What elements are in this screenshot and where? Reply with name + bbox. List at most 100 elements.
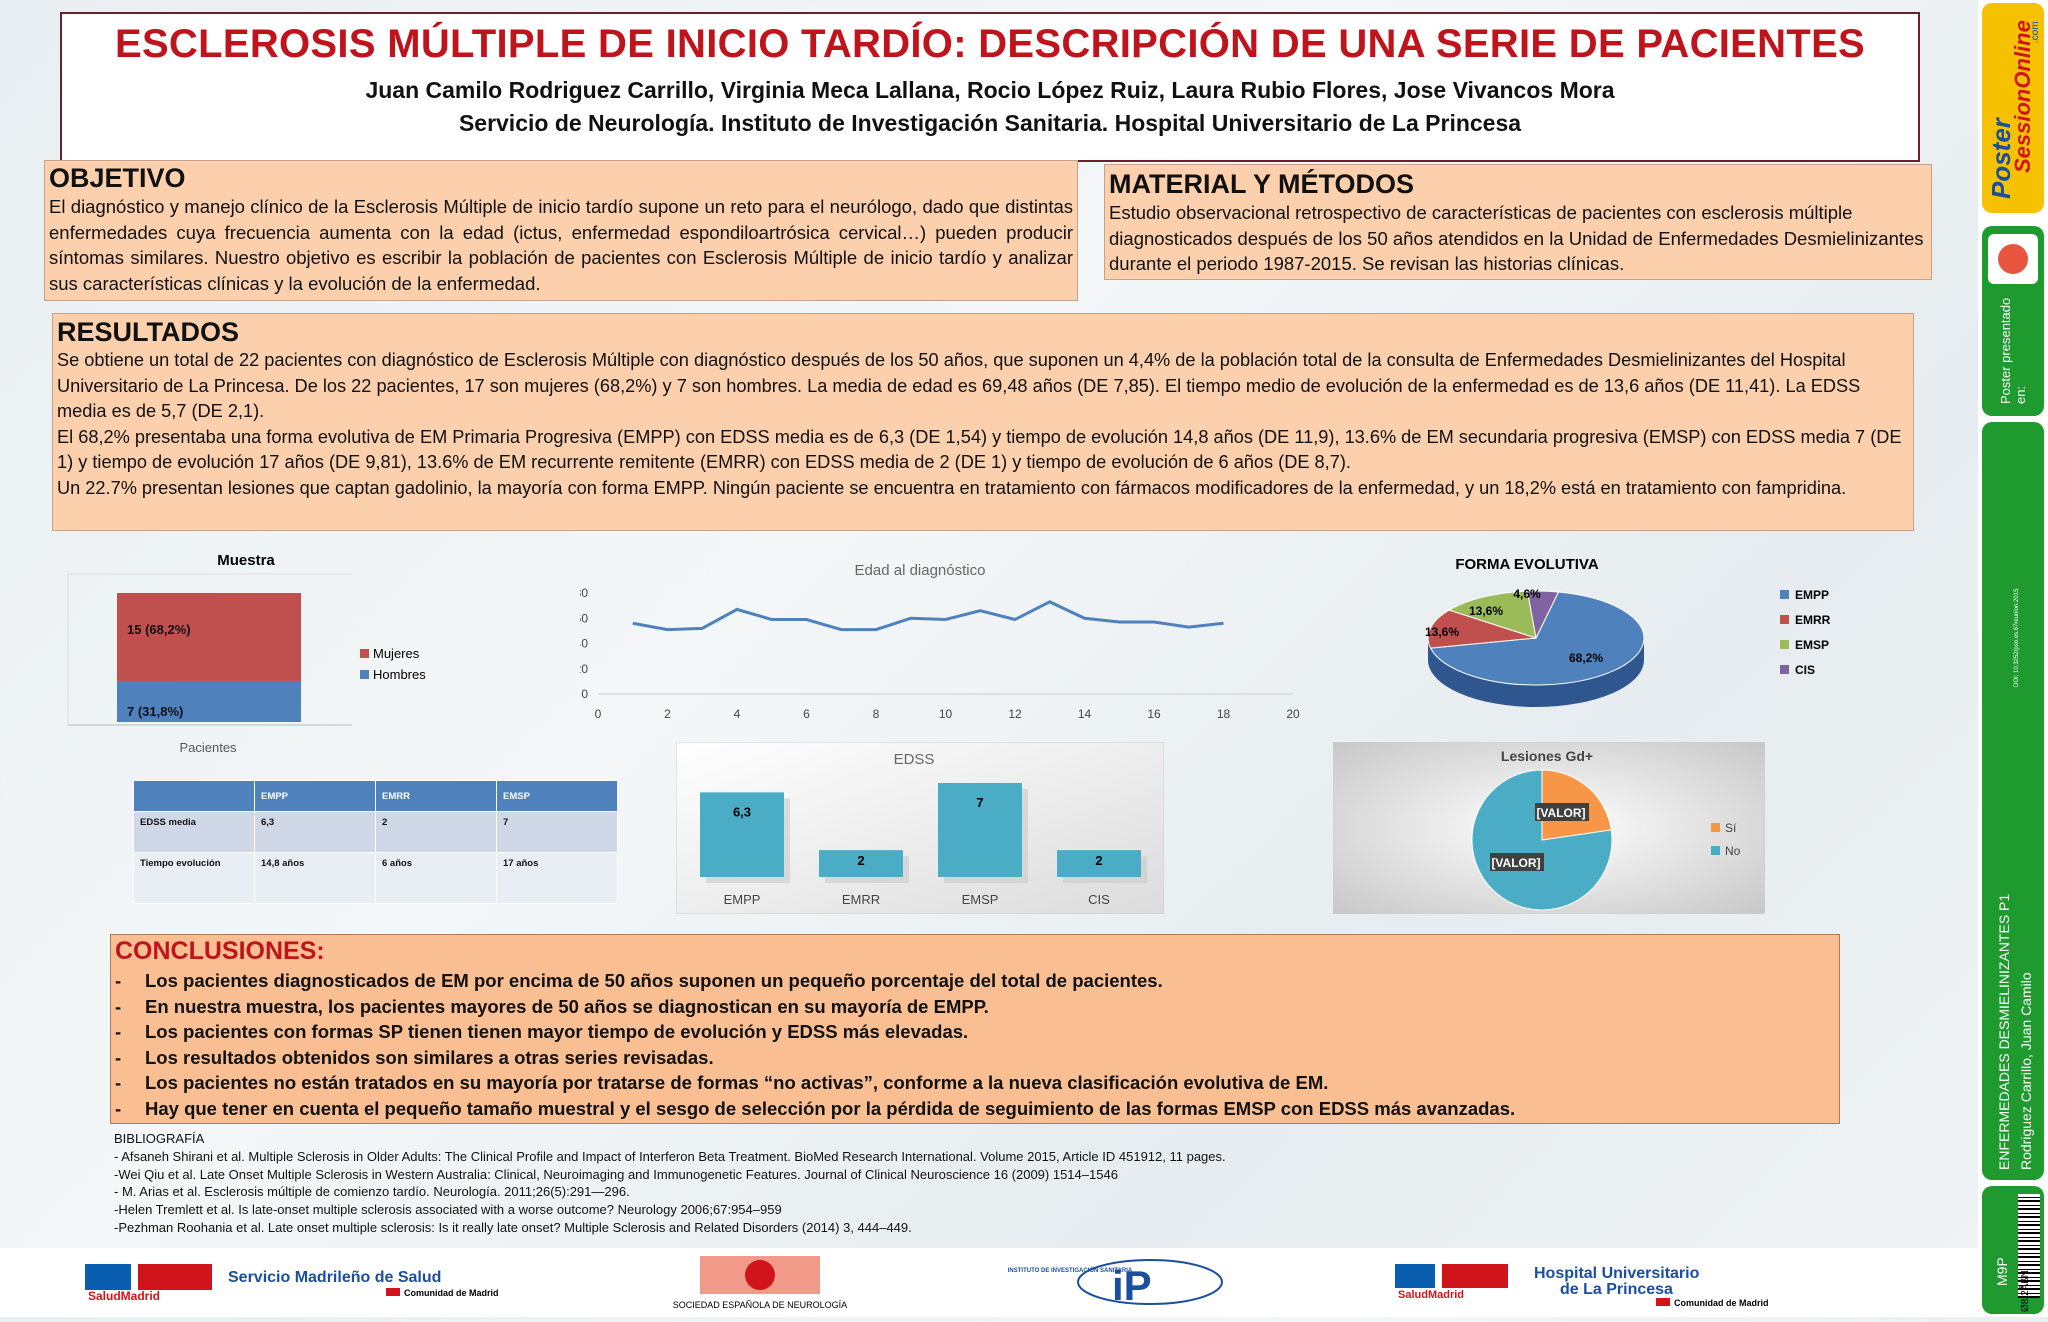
table-cell: 6 años (375, 852, 497, 904)
forma-slice-label: 13,6% (1425, 625, 1459, 639)
edad-ytick: 60 (580, 611, 588, 625)
code-block: M9P Ø8/2ÅßN (1982, 1186, 2044, 1314)
edad-ytick: 0 (581, 687, 588, 701)
table-cell: 7 (496, 811, 618, 853)
poster-authors: Juan Camilo Rodriguez Carrillo, Virginia… (365, 77, 1615, 103)
lesiones-legend-swatch (1711, 823, 1720, 832)
forma-slice-empp (1429, 591, 1645, 686)
logo1-name: Servicio Madrileño de Salud (228, 1269, 441, 1286)
bibliografia-item: - Afsaneh Shirani et al. Multiple Sclero… (114, 1148, 1226, 1164)
resultados-p2: El 68,2% presentaba una forma evolutiva … (57, 426, 1902, 473)
logo1-sub: SaludMadrid (88, 1289, 160, 1303)
list-item: - Los pacientes con formas SP tienen tien… (115, 1019, 1835, 1045)
objetivo-text: El diagnóstico y manejo clínico de la Es… (49, 196, 1073, 294)
footer-logos: SaludMadrid Servicio Madrileño de Salud … (0, 1248, 1978, 1317)
forma-slice-label: 4,6% (1513, 587, 1541, 601)
muestra-bar-hombres (117, 680, 301, 722)
table-header-cell: EMPP (254, 780, 376, 812)
logo1-cm: Comunidad de Madrid (404, 1288, 499, 1298)
forma-legend-swatch (1780, 590, 1789, 599)
edad-xtick: 2 (664, 707, 671, 721)
list-dash: - (115, 970, 122, 991)
table-header-cell: EMSP (496, 780, 618, 812)
table-cell: EDSS media (133, 811, 255, 853)
edad-series-line (632, 600, 1224, 632)
muestra-chart: Muestra 7 (31,8%) 15 (68,2%) Mujeres Homb… (67, 552, 426, 755)
forma-legend-label: EMPP (1795, 588, 1829, 602)
forma-legend-label: CIS (1795, 663, 1815, 677)
edss-bar-emsp (938, 783, 1022, 877)
resultados-section: RESULTADOS Se obtiene un total de 22 pac… (52, 313, 1914, 531)
poster-session-brand: Poster SessionOnline .com (1982, 3, 2044, 213)
list-item-text: Hay que tener en cuenta el pequeño tamañ… (145, 1097, 1516, 1119)
cm-flag-2 (1656, 1298, 1670, 1306)
logo-sen: SOCIEDAD ESPAÑOLA DE NEUROLOGÍA (673, 1256, 847, 1310)
hospital-m-mark (1442, 1264, 1508, 1288)
footer-logo-svg: SaludMadrid Servicio Madrileño de Salud … (85, 1256, 1769, 1310)
forma-slice-cis (1526, 590, 1560, 640)
list-item-text: Los resultados obtenidos son similares a… (145, 1046, 714, 1068)
category-text: ENFERMEDADES DESMIELINIZANTES P1 (1996, 893, 2012, 1170)
edss-chart: EDSS 6,3 EMPP 2 EMRR 7 EMSP 2 CIS (676, 742, 1164, 914)
edss-table-wrap: EMPP EMRR EMSP EDSS media 6,3 2 7 Tiempo… (133, 780, 618, 904)
table-cell: 6,3 (254, 811, 376, 853)
lesiones-slice-label: [VALOR] (1491, 856, 1540, 870)
logo4-sub: SaludMadrid (1398, 1289, 1464, 1301)
edad-xtick: 4 (734, 707, 741, 721)
table-header-cell (133, 780, 255, 812)
hospital-salud-mark (1395, 1264, 1435, 1288)
bibliografia-item: -Pezhman Roohania et al. Late onset mult… (114, 1219, 912, 1235)
muestra-title: Muestra (217, 552, 275, 569)
table-cell: 2 (375, 811, 497, 853)
lesiones-legend-label: No (1725, 844, 1741, 858)
table-cell: Tiempo evolución (133, 852, 255, 904)
legend-swatch-mujeres (360, 649, 369, 658)
edss-xtick: EMPP (724, 892, 761, 907)
lesiones-title: Lesiones Gd+ (1501, 748, 1593, 764)
list-dash: - (115, 1097, 122, 1119)
muestra-xlabel: Pacientes (179, 740, 237, 755)
lesiones-slice-no (1471, 769, 1613, 911)
lesiones-label-box (1535, 803, 1589, 821)
edad-xtick: 12 (1008, 707, 1022, 721)
legend-label-mujeres: Mujeres (373, 646, 420, 661)
objetivo-heading: OBJETIVO (49, 163, 186, 193)
logo3-ring (1077, 1259, 1223, 1305)
logo4-name-a: Hospital Universitario (1534, 1265, 1700, 1282)
edad-xtick: 14 (1078, 707, 1092, 721)
title-box: ESCLEROSIS MÚLTIPLE DE INICIO TARDÍO: DE… (60, 12, 1920, 162)
lesiones-legend-swatch (1711, 846, 1720, 855)
list-item: - Los resultados obtenidos son similares … (115, 1045, 1835, 1071)
logo4-name-b: de La Princesa (1560, 1281, 1673, 1298)
bibliografia-item: -Helen Tremlett et al. Is late-onset mul… (114, 1202, 782, 1218)
lesiones-chart: Lesiones Gd+ [VALOR] [VALOR] Sí No (1333, 742, 1765, 914)
forma-slice-emrr (1427, 609, 1537, 649)
list-item: - Hay que tener en cuenta el pequeño tama… (115, 1096, 1835, 1122)
edad-xtick: 6 (803, 707, 810, 721)
muestra-bar-label: 7 (31,8%) (127, 704, 183, 719)
sen-small-icon (1998, 244, 2028, 274)
forma-legend-swatch (1780, 640, 1789, 649)
edad-xtick: 20 (1286, 707, 1300, 721)
category-block: DOI: 10.3252/pso.es.67reunion.2015 ENFER… (1982, 422, 2044, 1180)
edad-xtick: 8 (873, 707, 880, 721)
edad-xtick: 18 (1217, 707, 1231, 721)
poster-affiliation: Servicio de Neurología. Instituto de Inv… (458, 110, 1522, 136)
table-row: Tiempo evolución 14,8 años 6 años 17 año… (133, 852, 618, 904)
forma-legend-label: EMRR (1795, 613, 1831, 627)
edss-bar-label: 2 (1095, 853, 1102, 868)
list-item-text: Los pacientes no están tratados en su ma… (145, 1072, 1329, 1093)
bibliografia-section: BIBLIOGRAFÍA - Afsaneh Shirani et al. Mu… (114, 1130, 1414, 1237)
legend-label-hombres: Hombres (373, 667, 426, 682)
list-dash: - (115, 995, 122, 1017)
forma-slice-label: 68,2% (1569, 651, 1603, 665)
edss-xtick: EMRR (842, 892, 880, 907)
lesiones-legend-label: Sí (1725, 821, 1737, 835)
resultados-heading: RESULTADOS (57, 317, 239, 347)
logo3-text: INSTITUTO DE INVESTIGACIÓN SANITARIA (1008, 1266, 1133, 1274)
forma-slice-label: 13,6% (1469, 604, 1503, 618)
edad-xtick: 10 (939, 707, 953, 721)
resultados-p1: Se obtiene un total de 22 pacientes con … (57, 350, 1861, 421)
logo-hospital-princesa: SaludMadrid Hospital Universitario de La… (1395, 1264, 1769, 1308)
edad-ytick: 40 (580, 637, 588, 651)
